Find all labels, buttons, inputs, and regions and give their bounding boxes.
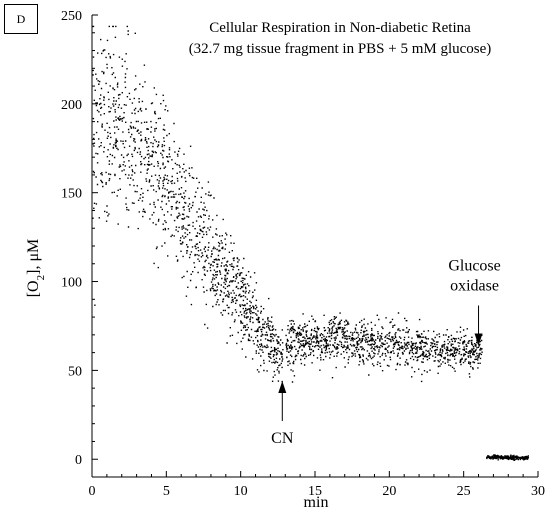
chart-subtitle: (32.7 mg tissue fragment in PBS + 5 mM g… — [189, 41, 492, 57]
y-tick-label: 150 — [61, 187, 82, 202]
x-tick-label: 20 — [382, 484, 396, 499]
x-tick-label: 15 — [308, 484, 322, 499]
chart-title: Cellular Respiration in Non-diabetic Ret… — [209, 20, 471, 36]
y-axis-label: [O2], μM — [25, 239, 47, 298]
panel-label: D — [4, 4, 38, 34]
x-tick-label: 25 — [457, 484, 471, 499]
annotations: CN Glucose oxidase — [271, 258, 501, 448]
cn-label: CN — [271, 430, 294, 447]
scatter-markers — [92, 25, 529, 461]
glucose-oxidase-label-line2: oxidase — [450, 278, 499, 295]
x-axis-label: min — [304, 494, 329, 511]
x-tick-label: 30 — [531, 484, 545, 499]
axes: 0 5 10 15 20 25 30 0 50 100 150 200 250 — [61, 9, 545, 499]
y-tick-label: 100 — [61, 276, 82, 291]
x-tick-label: 10 — [234, 484, 248, 499]
glucose-oxidase-arrow-head — [474, 333, 483, 346]
y-axis-label-sub: 2 — [35, 275, 47, 281]
y-axis-label-tail: ], μM — [25, 239, 42, 275]
y-tick-label: 200 — [61, 98, 82, 113]
y-tick-label: 50 — [68, 364, 82, 379]
y-tick-label: 0 — [75, 453, 82, 468]
x-tick-label: 0 — [89, 484, 96, 499]
y-axis-label-main: [O — [25, 280, 42, 297]
x-tick-label: 5 — [163, 484, 170, 499]
y-tick-label: 250 — [61, 9, 82, 24]
cn-arrow-head — [278, 381, 287, 394]
data-points — [92, 25, 529, 461]
glucose-oxidase-label-line1: Glucose — [448, 258, 500, 275]
